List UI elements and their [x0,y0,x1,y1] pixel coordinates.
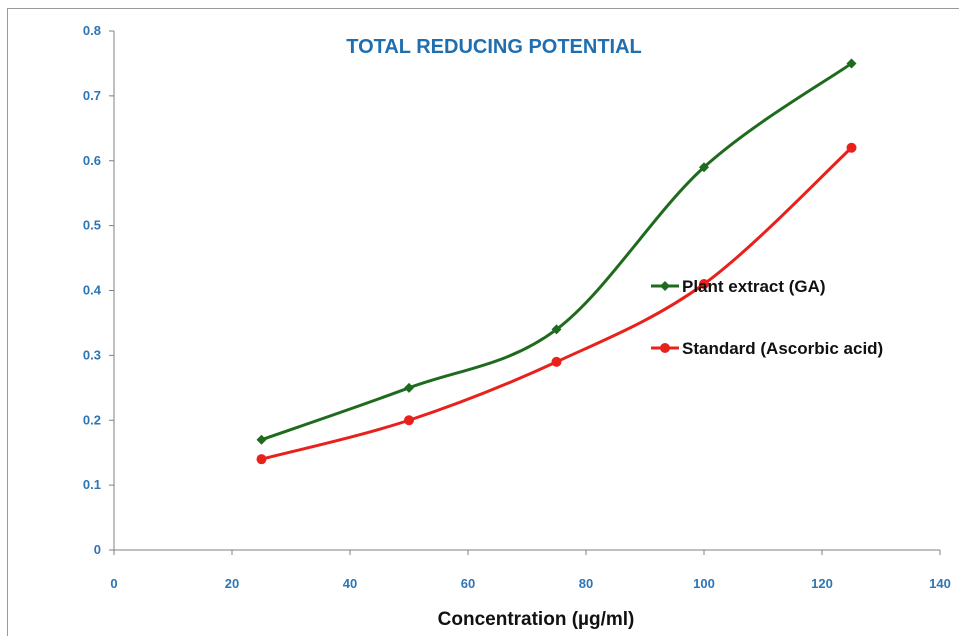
data-point [404,415,414,426]
y-tick-label: 0.7 [83,88,101,103]
x-tick-label: 40 [343,576,357,591]
y-tick-label: 0.2 [83,412,101,427]
data-point [256,454,267,465]
data-point [699,279,709,290]
legend-label: Standard (Ascorbic acid) [682,339,883,358]
legend: Plant extract (GA) Standard (Ascorbic aci… [651,277,883,358]
legend-marker [660,281,670,291]
data-point [846,142,857,153]
legend-label: Plant extract (GA) [682,277,826,296]
series [256,58,857,445]
data-point [699,162,709,173]
series-line [261,146,853,461]
series-line [261,62,853,442]
y-tick-label: 0.8 [83,23,101,38]
data-point [551,356,562,367]
y-tick-label: 0.3 [83,347,101,362]
x-tick-label: 20 [225,576,239,591]
legend-item: Standard (Ascorbic acid) [651,339,883,358]
data-point [404,382,414,393]
x-tick-label: 120 [811,576,833,591]
x-tick-label: 80 [579,576,593,591]
x-tick-label: 140 [929,576,951,591]
y-tick-label: 0.4 [83,283,102,298]
data-point [551,324,562,335]
x-tick-label: 100 [693,576,715,591]
x-tick-label: 60 [461,576,475,591]
data-point [846,58,857,69]
y-tick-label: 0.1 [83,477,101,492]
y-tick-label: 0.5 [83,218,101,233]
series-layer [256,58,857,465]
axes: 0 0.1 0.2 0.3 0.4 0.5 0.6 0.7 0.8 0 20 40 60 80 100 120… [83,23,951,591]
series [256,142,857,465]
y-tick-label: 0.6 [83,153,101,168]
legend-marker [660,343,670,353]
data-point [256,434,267,445]
x-axis-label: Concentration (µg/ml) [438,609,635,630]
chart-frame [7,8,959,636]
legend-item: Plant extract (GA) [651,277,826,296]
chart-title: TOTAL REDUCING POTENTIAL [346,36,642,58]
y-tick-label: 0 [94,542,101,557]
x-tick-label: 0 [110,576,117,591]
